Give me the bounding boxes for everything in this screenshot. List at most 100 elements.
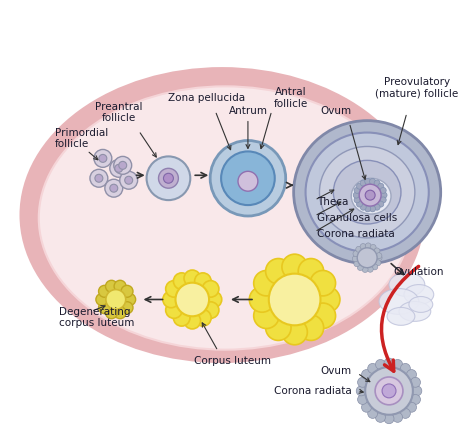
Ellipse shape bbox=[306, 133, 429, 252]
Ellipse shape bbox=[282, 319, 307, 345]
Text: Ovum: Ovum bbox=[321, 106, 352, 116]
Ellipse shape bbox=[360, 180, 366, 186]
Ellipse shape bbox=[357, 377, 367, 387]
Ellipse shape bbox=[372, 264, 378, 270]
Ellipse shape bbox=[95, 174, 103, 182]
Ellipse shape bbox=[365, 367, 413, 415]
Ellipse shape bbox=[410, 377, 420, 387]
Ellipse shape bbox=[354, 261, 360, 267]
Text: Corona radiata: Corona radiata bbox=[318, 229, 395, 239]
Ellipse shape bbox=[175, 283, 209, 316]
Ellipse shape bbox=[114, 280, 126, 292]
Ellipse shape bbox=[99, 155, 107, 162]
Text: Degenerating
corpus luteum: Degenerating corpus luteum bbox=[59, 307, 135, 328]
Ellipse shape bbox=[114, 307, 126, 319]
Ellipse shape bbox=[399, 301, 431, 321]
Ellipse shape bbox=[381, 192, 387, 198]
Ellipse shape bbox=[379, 289, 419, 314]
Ellipse shape bbox=[360, 204, 366, 210]
Ellipse shape bbox=[370, 178, 375, 184]
Ellipse shape bbox=[249, 287, 275, 312]
Ellipse shape bbox=[357, 265, 363, 271]
Ellipse shape bbox=[21, 68, 423, 362]
Ellipse shape bbox=[202, 281, 219, 297]
Ellipse shape bbox=[375, 360, 385, 369]
Ellipse shape bbox=[382, 384, 396, 398]
Ellipse shape bbox=[362, 402, 372, 412]
Text: Preovulatory
(mature) follicle: Preovulatory (mature) follicle bbox=[375, 77, 458, 99]
Ellipse shape bbox=[357, 248, 377, 268]
Ellipse shape bbox=[365, 243, 371, 249]
Ellipse shape bbox=[120, 171, 137, 189]
Ellipse shape bbox=[354, 197, 360, 203]
Ellipse shape bbox=[356, 386, 366, 396]
Ellipse shape bbox=[409, 297, 433, 312]
Ellipse shape bbox=[374, 204, 380, 210]
Ellipse shape bbox=[392, 413, 402, 422]
Ellipse shape bbox=[375, 260, 381, 266]
Ellipse shape bbox=[310, 303, 336, 328]
Ellipse shape bbox=[173, 273, 190, 290]
Text: Granulosa cells: Granulosa cells bbox=[318, 213, 398, 223]
Ellipse shape bbox=[99, 302, 110, 314]
Ellipse shape bbox=[319, 146, 415, 238]
Ellipse shape bbox=[110, 184, 118, 192]
Ellipse shape bbox=[384, 414, 394, 424]
Ellipse shape bbox=[166, 302, 182, 318]
Ellipse shape bbox=[365, 190, 375, 200]
Ellipse shape bbox=[404, 285, 434, 304]
Ellipse shape bbox=[163, 291, 179, 308]
Ellipse shape bbox=[310, 271, 336, 296]
Ellipse shape bbox=[293, 120, 441, 264]
Ellipse shape bbox=[333, 160, 401, 224]
Ellipse shape bbox=[407, 370, 417, 379]
Ellipse shape bbox=[90, 170, 108, 187]
Ellipse shape bbox=[365, 178, 371, 184]
Ellipse shape bbox=[184, 312, 201, 329]
Ellipse shape bbox=[184, 270, 201, 286]
Ellipse shape bbox=[121, 285, 133, 297]
Ellipse shape bbox=[392, 360, 402, 369]
Ellipse shape bbox=[354, 187, 360, 193]
Ellipse shape bbox=[359, 184, 381, 206]
Ellipse shape bbox=[360, 244, 366, 250]
Ellipse shape bbox=[389, 273, 425, 297]
Ellipse shape bbox=[376, 253, 382, 259]
Ellipse shape bbox=[380, 197, 386, 203]
Ellipse shape bbox=[298, 258, 324, 284]
Ellipse shape bbox=[368, 364, 378, 373]
Text: Antral
follicle: Antral follicle bbox=[273, 87, 308, 109]
Ellipse shape bbox=[115, 164, 123, 172]
Ellipse shape bbox=[265, 258, 291, 284]
Ellipse shape bbox=[368, 409, 378, 418]
Ellipse shape bbox=[298, 315, 324, 340]
Text: Corona radiata: Corona radiata bbox=[273, 386, 351, 396]
Ellipse shape bbox=[384, 358, 394, 368]
Ellipse shape bbox=[210, 141, 286, 216]
Ellipse shape bbox=[124, 293, 136, 305]
Ellipse shape bbox=[106, 280, 118, 292]
Ellipse shape bbox=[374, 180, 380, 186]
Ellipse shape bbox=[365, 206, 371, 212]
Ellipse shape bbox=[158, 168, 178, 188]
Text: Zona pellucida: Zona pellucida bbox=[168, 93, 245, 103]
Ellipse shape bbox=[353, 192, 359, 198]
Ellipse shape bbox=[315, 287, 340, 312]
Ellipse shape bbox=[375, 413, 385, 422]
Ellipse shape bbox=[352, 256, 358, 262]
Ellipse shape bbox=[387, 307, 415, 325]
Ellipse shape bbox=[254, 303, 279, 328]
Ellipse shape bbox=[106, 290, 126, 309]
Ellipse shape bbox=[265, 315, 291, 340]
Ellipse shape bbox=[195, 310, 211, 326]
Ellipse shape bbox=[370, 244, 376, 251]
Ellipse shape bbox=[269, 274, 320, 325]
Ellipse shape bbox=[357, 395, 367, 404]
Ellipse shape bbox=[94, 149, 112, 167]
Ellipse shape bbox=[401, 409, 410, 418]
Ellipse shape bbox=[99, 285, 110, 297]
Ellipse shape bbox=[119, 161, 127, 170]
Text: Theca: Theca bbox=[318, 197, 349, 207]
Ellipse shape bbox=[378, 183, 384, 189]
Ellipse shape bbox=[105, 179, 123, 197]
